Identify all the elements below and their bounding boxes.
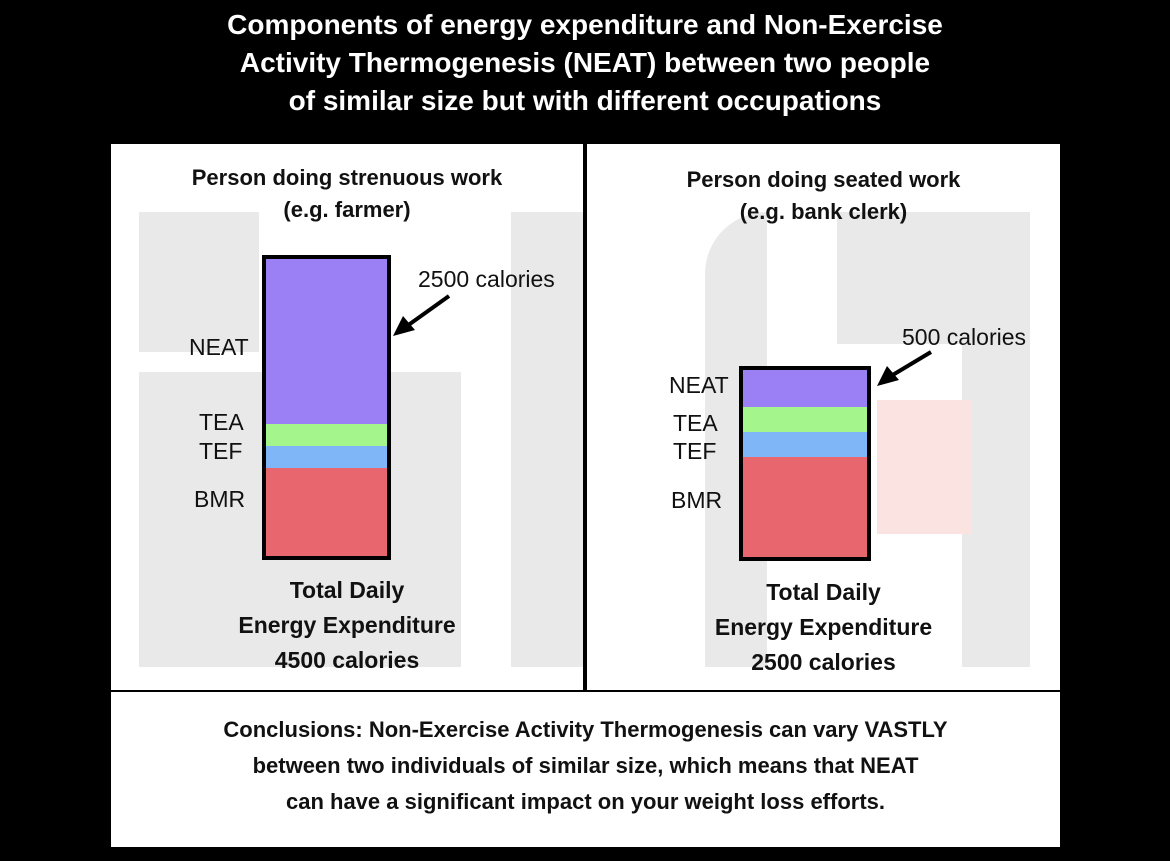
strenuous-work-heading: Person doing strenuous work (e.g. farmer… <box>111 162 583 226</box>
neat-label: NEAT <box>189 334 249 360</box>
neat-callout-value: 500 calories <box>902 324 1027 350</box>
watermark-shape <box>511 212 583 667</box>
tef-segment <box>743 432 867 458</box>
energy-stack-seated <box>739 366 871 561</box>
tef-segment <box>266 445 387 469</box>
bmr-segment <box>266 468 387 556</box>
energy-stack-strenuous <box>262 255 391 560</box>
watermark-shape <box>837 212 1030 344</box>
infographic-title: Components of energy expenditure and Non… <box>0 6 1170 120</box>
heading-line-1: Person doing strenuous work <box>191 165 503 190</box>
conclusion-panel: Conclusions: Non-Exercise Activity Therm… <box>111 692 1060 847</box>
total-line-2: Energy Expenditure <box>238 612 456 638</box>
seated-work-heading: Person doing seated work (e.g. bank cler… <box>587 164 1060 228</box>
tea-label: TEA <box>199 409 244 435</box>
total-expenditure-seated: Total Daily Energy Expenditure 2500 calo… <box>587 575 1060 680</box>
heading-line-1: Person doing seated work <box>686 167 961 192</box>
conclusion-line-3: can have a significant impact on your we… <box>285 789 886 814</box>
neat-callout-value: 2500 calories <box>418 266 555 292</box>
total-expenditure-strenuous: Total Daily Energy Expenditure 4500 calo… <box>111 573 583 678</box>
seated-work-panel: Person doing seated work (e.g. bank cler… <box>587 144 1060 690</box>
bmr-label: BMR <box>671 487 723 513</box>
tea-segment <box>743 407 867 433</box>
callout-arrow-icon <box>393 294 451 336</box>
tea-segment <box>266 424 387 446</box>
callout-arrow-icon <box>877 350 933 386</box>
neat-segment <box>743 370 867 408</box>
strenuous-work-panel: Person doing strenuous work (e.g. farmer… <box>111 144 583 690</box>
total-line-1: Total Daily <box>766 579 881 605</box>
tef-label: TEF <box>199 438 243 464</box>
watermark-shape <box>877 400 972 534</box>
heading-line-2: (e.g. farmer) <box>283 197 411 222</box>
conclusion-line-1: Conclusions: Non-Exercise Activity Therm… <box>223 717 948 742</box>
title-line-3: of similar size but with different occup… <box>288 85 882 116</box>
conclusion-text: Conclusions: Non-Exercise Activity Therm… <box>111 712 1060 820</box>
watermark-shape <box>139 212 259 352</box>
title-line-2: Activity Thermogenesis (NEAT) between tw… <box>239 47 931 78</box>
total-line-1: Total Daily <box>289 577 405 603</box>
bmr-segment <box>743 457 867 557</box>
tea-label: TEA <box>673 410 718 436</box>
conclusion-line-2: between two individuals of similar size,… <box>252 753 919 778</box>
total-line-3: 2500 calories <box>751 649 896 675</box>
neat-segment <box>266 259 387 424</box>
total-line-2: Energy Expenditure <box>714 614 933 640</box>
heading-line-2: (e.g. bank clerk) <box>739 199 908 224</box>
bmr-label: BMR <box>194 486 246 512</box>
watermark-shape <box>962 344 1030 667</box>
total-line-3: 4500 calories <box>274 647 420 673</box>
neat-label: NEAT <box>669 372 729 398</box>
tef-label: TEF <box>673 438 717 464</box>
title-line-1: Components of energy expenditure and Non… <box>227 9 943 40</box>
